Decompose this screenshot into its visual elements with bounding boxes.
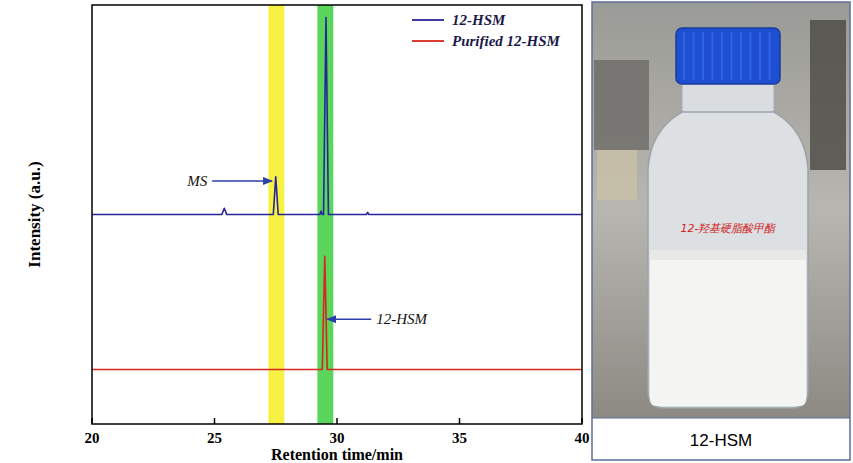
x-tick	[91, 418, 93, 424]
plot-data	[92, 5, 582, 424]
cap-ridge	[759, 32, 761, 80]
photo-object	[594, 60, 649, 150]
x-axis-title: Retention time/min	[271, 446, 403, 463]
photo-caption: 12-HSM	[690, 431, 752, 450]
x-tick	[581, 418, 583, 424]
photo-frame	[592, 2, 850, 460]
cap-ridge	[683, 32, 685, 80]
x-tick-label: 25	[207, 430, 222, 446]
cap-ridge	[721, 32, 723, 80]
legend-swatch	[412, 19, 444, 21]
photo-image	[592, 2, 850, 418]
cap-ridge	[740, 32, 742, 80]
bottle-label: 12-羟基硬脂酸甲酯	[681, 222, 777, 235]
cap-ridge	[731, 32, 733, 80]
cap-ridge	[712, 32, 714, 80]
caption-divider	[592, 418, 850, 419]
x-tick-label: 35	[452, 430, 467, 446]
photo-object	[810, 20, 846, 170]
y-axis-title: Intensity (a.u.)	[25, 161, 44, 267]
x-tick-label: 40	[575, 430, 590, 446]
cap-ridge	[750, 32, 752, 80]
photo-object	[597, 150, 637, 200]
bottle-cap	[676, 28, 780, 84]
annotation-arrow	[327, 319, 371, 320]
series-line	[92, 18, 582, 215]
series-line	[92, 256, 582, 369]
x-tick-label: 30	[330, 430, 345, 446]
powder-surface	[650, 250, 806, 260]
bottle-body	[648, 112, 808, 408]
x-tick	[214, 418, 216, 424]
annotation-text: MS	[186, 173, 207, 189]
legend-label: Purified 12-HSM	[452, 33, 561, 49]
x-tick	[336, 418, 338, 424]
cap-ridge	[693, 32, 695, 80]
chart-root: 20 25 30 35 40 Retention time/min Intensity (a…	[0, 0, 853, 463]
plot-frame	[92, 5, 582, 424]
x-tick-label: 20	[85, 430, 100, 446]
annotation-arrow	[212, 180, 272, 181]
photo-panel: 12-羟基硬脂酸甲酯 12-HSM	[592, 2, 850, 460]
annotation-text: 12-HSM	[376, 311, 428, 327]
x-tick	[459, 418, 461, 424]
cap-ridge	[769, 32, 771, 80]
legend-label: 12-HSM	[452, 12, 506, 28]
cap-ridge	[702, 32, 704, 80]
legend-swatch	[412, 40, 444, 42]
plot-background	[92, 5, 582, 424]
bottle-powder	[650, 250, 806, 406]
